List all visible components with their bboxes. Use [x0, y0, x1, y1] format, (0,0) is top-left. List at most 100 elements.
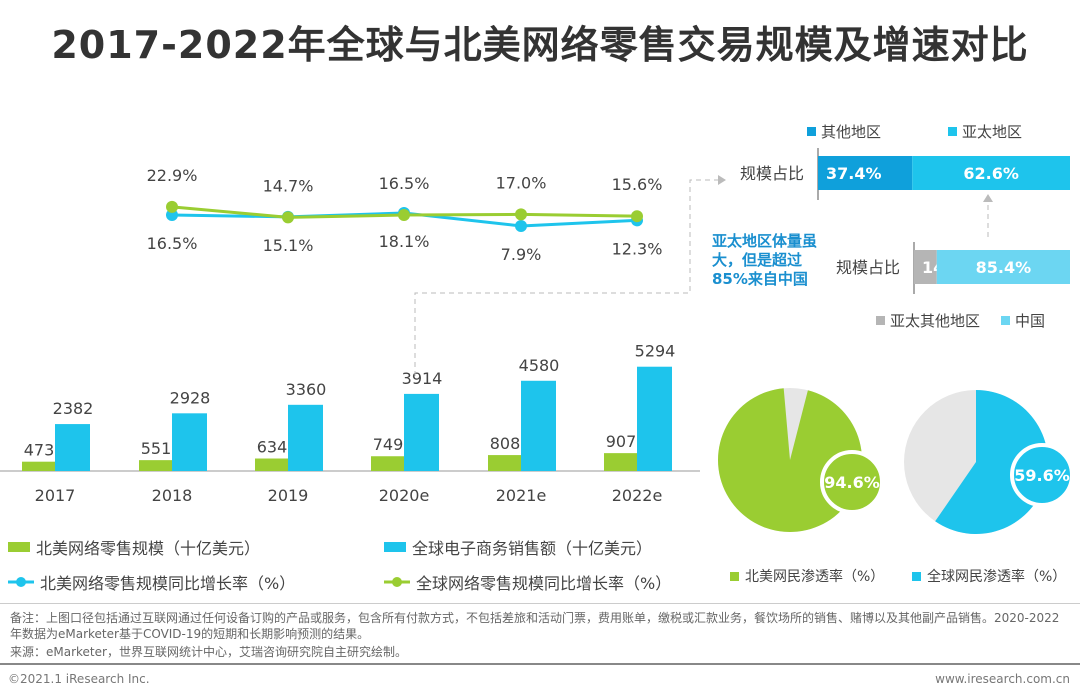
point-label: 12.3%: [612, 239, 663, 258]
line-point: [166, 200, 178, 213]
legend-label: 北美网络零售规模（十亿美元）: [36, 539, 261, 558]
legend-label: 北美网民渗透率（%）: [745, 569, 885, 585]
website: www.iresearch.com.cn: [935, 672, 1070, 686]
legend-global-growth: 全球网络零售规模同比增长率（%）: [384, 570, 671, 594]
bar-label: 749: [373, 435, 404, 454]
line-point: [515, 208, 527, 221]
legend-label: 全球电子商务销售额（十亿美元）: [412, 539, 653, 558]
legend-label: 全球网民渗透率（%）: [927, 569, 1067, 585]
legend-label: 亚太其他地区: [890, 312, 980, 330]
pie-value-label: 94.6%: [824, 473, 880, 492]
bar-label: 3360: [286, 380, 327, 399]
arrow-icon: [983, 194, 993, 202]
legend-global-penetration: 全球网民渗透率（%）: [912, 566, 1066, 586]
x-tick-label: 2021e: [496, 486, 547, 505]
bar-na-retail: [139, 460, 172, 471]
stacked-segment: [818, 156, 913, 190]
line-point: [398, 209, 410, 222]
callout-line: 亚太地区体量虽: [712, 232, 818, 250]
line-point: [282, 211, 294, 224]
legend-label: 亚太地区: [962, 123, 1022, 141]
legend-swatch: [1001, 316, 1010, 325]
bar-na-retail: [255, 458, 288, 471]
point-label: 17.0%: [496, 173, 547, 192]
category-label: 规模占比: [740, 164, 804, 183]
legend-line-marker-icon: [384, 577, 410, 587]
source-note: 来源：eMarketer，世界互联网统计中心，艾瑞咨询研究院自主研究绘制。: [10, 645, 407, 659]
bar-label: 551: [141, 439, 172, 458]
connector-line: [414, 179, 718, 376]
bar-global-ecom: [521, 380, 556, 471]
bar-na-retail: [371, 456, 404, 471]
segment-label: 85.4%: [976, 258, 1032, 277]
legend-label: 其他地区: [821, 123, 881, 141]
x-tick-label: 2022e: [612, 486, 663, 505]
bar-global-ecom: [288, 404, 323, 471]
point-label: 15.6%: [612, 175, 663, 194]
x-tick-label: 2018: [152, 486, 193, 505]
bar-global-ecom: [172, 413, 207, 471]
bar-global-ecom: [637, 366, 672, 471]
point-label: 18.1%: [379, 232, 430, 251]
pie-value-label: 59.6%: [1014, 466, 1070, 485]
segment-label: 62.6%: [963, 164, 1019, 183]
point-label: 22.9%: [147, 166, 198, 185]
bar-label: 634: [257, 438, 288, 457]
segment-label: 37.4%: [826, 164, 882, 183]
bar-na-retail: [22, 461, 55, 471]
bar-na-retail: [604, 453, 637, 471]
stacked-segment: [912, 156, 1070, 190]
line-point: [631, 210, 643, 223]
bar-label: 473: [24, 441, 55, 460]
stacked-segment: [936, 250, 1070, 284]
point-label: 16.5%: [147, 234, 198, 253]
x-tick-label: 2017: [35, 486, 76, 505]
legend-global-ecom: 全球电子商务销售额（十亿美元）: [384, 535, 652, 559]
divider: [0, 603, 1080, 604]
stacked-segment: [914, 250, 937, 284]
bar-label: 808: [490, 434, 521, 453]
legend-swatch: [730, 571, 739, 581]
legend-swatch: [384, 542, 406, 552]
legend-na-retail: 北美网络零售规模（十亿美元）: [8, 535, 260, 559]
point-label: 16.5%: [379, 174, 430, 193]
callout-text: 亚太地区体量虽 大，但是超过 85%来自中国: [712, 232, 837, 289]
divider: [0, 663, 1080, 665]
legend-label: 北美网络零售规模同比增长率（%）: [40, 574, 296, 593]
legend-na-growth: 北美网络零售规模同比增长率（%）: [8, 570, 295, 594]
line-point: [515, 219, 527, 232]
legend-label: 全球网络零售规模同比增长率（%）: [416, 574, 672, 593]
bar-label: 2382: [53, 399, 94, 418]
pie-badge: [1010, 443, 1074, 507]
x-tick-label: 2019: [268, 486, 309, 505]
bar-global-ecom: [55, 424, 90, 471]
x-tick-label: 2020e: [379, 486, 430, 505]
legend-line-marker-icon: [8, 577, 34, 587]
bar-global-ecom: [404, 393, 439, 471]
legend-swatch: [8, 542, 30, 552]
callout-line: 大，但是超过: [712, 251, 803, 269]
legend-swatch: [912, 571, 921, 581]
arrow-icon: [718, 175, 726, 185]
point-label: 15.1%: [263, 236, 314, 255]
bar-label: 4580: [519, 356, 560, 375]
legend-label: 中国: [1015, 312, 1045, 330]
point-label: 14.7%: [263, 176, 314, 195]
category-label: 规模占比: [836, 258, 900, 277]
bar-na-retail: [488, 455, 521, 471]
legend-swatch: [807, 127, 816, 136]
legend-na-penetration: 北美网民渗透率（%）: [730, 566, 884, 586]
page-title: 2017-2022年全球与北美网络零售交易规模及增速对比: [51, 23, 1029, 67]
callout-line: 85%来自中国: [712, 270, 808, 288]
point-label: 7.9%: [501, 245, 542, 264]
copyright: ©2021.1 iResearch Inc.: [8, 672, 150, 686]
bar-label: 3914: [402, 369, 443, 388]
footnote: 备注：上图口径包括通过互联网通过任何设备订购的产品或服务，包含所有付款方式，不包…: [10, 611, 1060, 641]
legend-swatch: [948, 127, 957, 136]
bar-label: 5294: [635, 342, 676, 361]
legend-swatch: [876, 316, 885, 325]
pie-badge: [820, 450, 884, 514]
bar-label: 2928: [170, 388, 211, 407]
